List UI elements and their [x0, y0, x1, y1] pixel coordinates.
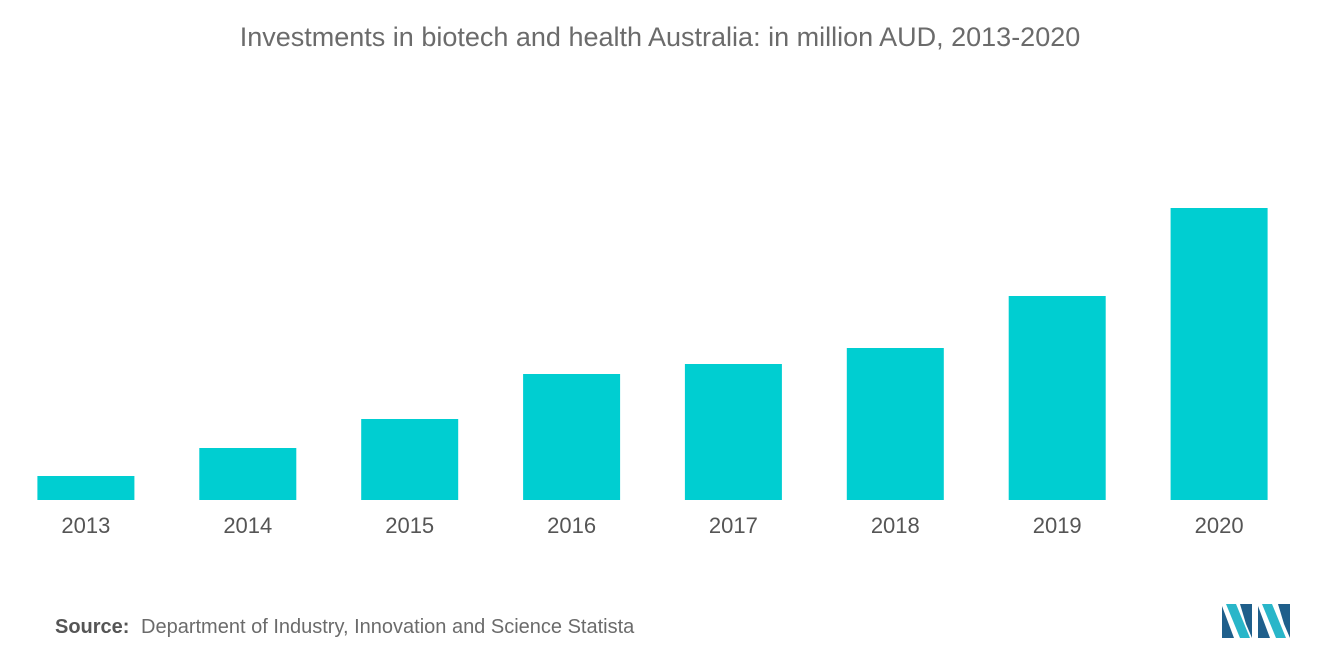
mordor-intelligence-logo-icon [1222, 604, 1290, 638]
bar-2013 [37, 476, 135, 500]
bar-2016 [523, 374, 621, 500]
bar-2019 [1008, 296, 1106, 500]
bar-2015 [361, 419, 459, 500]
x-tick-label-2015: 2015 [385, 513, 434, 538]
bar-2017 [684, 364, 782, 500]
x-tick-label-2013: 2013 [61, 513, 110, 538]
bar-chart: 2013 2014 2015 2016 2017 2018 2019 2020 [37, 208, 1268, 538]
x-tick-label-2020: 2020 [1195, 513, 1244, 538]
x-tick-label-2019: 2019 [1033, 513, 1082, 538]
bar-2020 [1170, 208, 1268, 500]
bar-2018 [846, 348, 944, 500]
chart-title: Investments in biotech and health Austra… [239, 22, 1081, 52]
x-tick-label-2017: 2017 [709, 513, 758, 538]
source-note: Source: Department of Industry, Innovati… [55, 616, 634, 639]
bar-2014 [199, 448, 297, 500]
x-tick-label-2014: 2014 [223, 513, 272, 538]
source-text: Department of Industry, Innovation and S… [141, 616, 635, 638]
bars-group [37, 208, 1268, 500]
x-tick-labels-group: 2013 2014 2015 2016 2017 2018 2019 2020 [61, 513, 1243, 538]
x-tick-label-2016: 2016 [547, 513, 596, 538]
source-label: Source: [55, 616, 130, 638]
x-tick-label-2018: 2018 [871, 513, 920, 538]
